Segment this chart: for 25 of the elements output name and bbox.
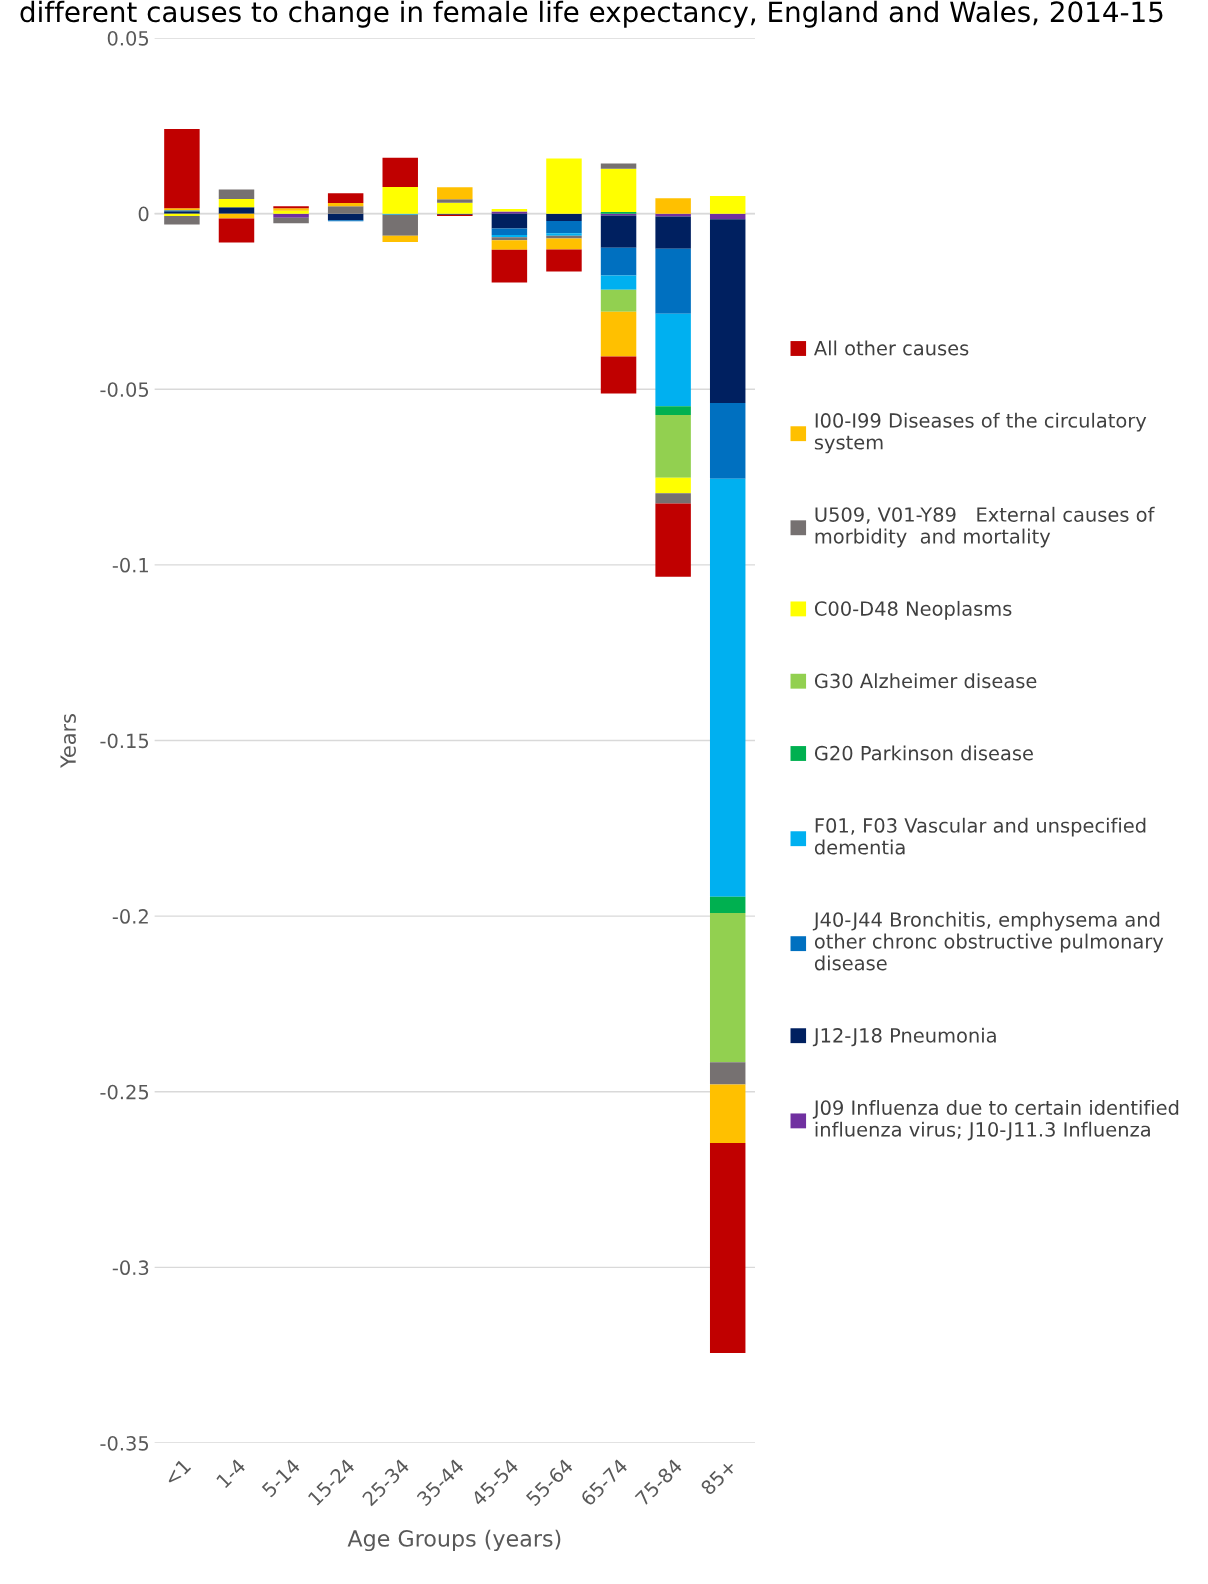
y-tick-label: -0.1 <box>112 557 148 573</box>
y-tick-label: -0.3 <box>112 1260 149 1276</box>
legend-label: J09 Influenza due to certain identified influenza virus; J10-J11.3 Influenza <box>812 1099 1179 1141</box>
y-tick-label: -0.2 <box>112 909 148 924</box>
legend-label: G20 Parkinson disease <box>814 745 1033 761</box>
legend-label: J12-J18 Pneumonia <box>812 1027 996 1047</box>
x-tick-label: 85+ <box>699 1458 737 1496</box>
legend-label: All other causes <box>814 340 969 356</box>
y-tick-label: 0.05 <box>107 30 149 46</box>
x-axis-title: Age Groups (years) <box>347 1529 561 1552</box>
x-tick-label: <1 <box>163 1458 192 1487</box>
legend-label: C00-D48 Neoplasms <box>814 600 1012 620</box>
x-tick-label: 1-4 <box>215 1458 247 1489</box>
y-tick-label: -0.25 <box>100 1084 149 1100</box>
legend-label: U509, V01-Y89 External causes of morbidity and mortality <box>815 506 1155 548</box>
legend-label: J40-J44 Bronchitis, emphysema and other chronc obstructive pulmonary disease <box>812 911 1164 971</box>
y-axis-title: Years <box>60 714 76 769</box>
legend-label: F01, F03 Vascular and unspecified dementia <box>814 817 1146 855</box>
legend-label: I00-I99 Diseases of the circulatory system <box>814 412 1147 454</box>
y-tick-label: -0.05 <box>100 382 149 397</box>
legend-label: G30 Alzheimer disease <box>814 673 1037 689</box>
y-tick-label: -0.15 <box>100 733 149 749</box>
y-tick-label: -0.35 <box>100 1435 149 1451</box>
y-tick-label: 0 <box>138 206 149 222</box>
chart-title: different causes to change in female life expectancy, England and Wales, 2014-15 <box>20 0 1163 28</box>
